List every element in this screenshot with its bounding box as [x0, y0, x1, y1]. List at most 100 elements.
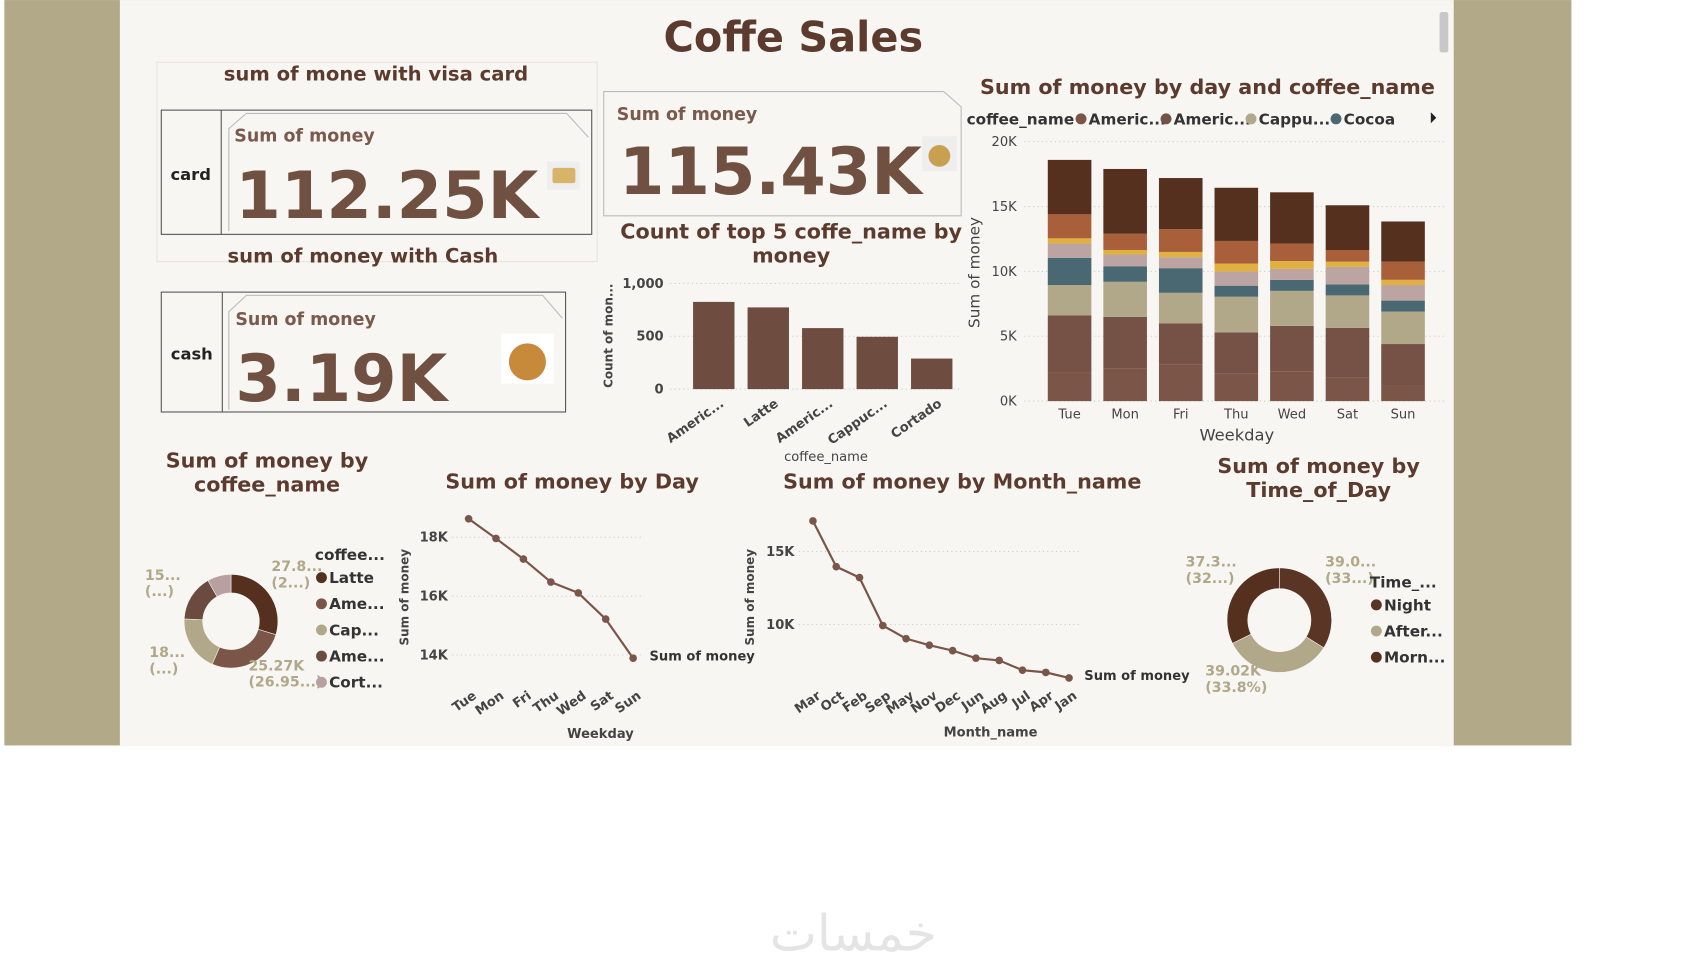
bar-segment: [1047, 238, 1092, 244]
point: [519, 555, 528, 563]
axis-title: Sum of money: [966, 217, 984, 328]
legend-dot: [316, 572, 327, 584]
chart-title: Sum of money by Time_of_Day: [1217, 454, 1420, 503]
axis-title: Sum of money: [743, 549, 757, 646]
point: [1041, 668, 1050, 677]
x-tick-label: Mon: [1111, 408, 1139, 423]
point: [492, 534, 500, 543]
bar-segment: [1214, 296, 1259, 333]
bar: [802, 328, 844, 390]
legend-title: coffee...: [315, 546, 385, 564]
bar-segment: [1158, 323, 1203, 365]
bar-segment: [1381, 221, 1425, 262]
axis-title: Weekday: [1199, 425, 1274, 444]
legend-label: Cocoa: [1344, 110, 1395, 128]
x-tick-label: Thu: [1223, 408, 1249, 423]
chart-title: Sum of money by Day: [445, 469, 699, 493]
bar-segment: [1158, 257, 1203, 269]
bar-segment: [1047, 159, 1092, 215]
bar: [747, 307, 789, 390]
card-notch: [228, 294, 563, 410]
bar-segment: [1103, 316, 1147, 369]
legend-label: Night: [1384, 596, 1431, 614]
point: [547, 578, 555, 586]
x-tick-label: Fri: [1173, 408, 1189, 423]
card-label: Sum of money: [235, 310, 376, 330]
bar-segment: [1103, 233, 1147, 251]
legend-dot: [1075, 113, 1087, 125]
legend-dot: [1370, 625, 1382, 637]
bar-segment: [1381, 385, 1425, 402]
bar-segment: [1381, 279, 1425, 286]
bar-segment: [1325, 327, 1370, 378]
bar-segment: [1158, 251, 1203, 258]
series-label: Sum of money: [649, 649, 755, 664]
bar-segment: [1103, 281, 1147, 317]
bar-segment: [1270, 243, 1314, 262]
legend-label: Latte: [329, 569, 374, 587]
data-label: 27.8...: [271, 559, 322, 575]
bar-segment: [1270, 371, 1314, 402]
y-tick-label: 20K: [992, 135, 1018, 150]
series-label: Sum of money: [1084, 669, 1190, 684]
bar-segment: [1325, 295, 1370, 328]
card-value: 3.19K: [235, 341, 449, 417]
bar-segment: [1325, 266, 1370, 285]
y-tick-label: 15K: [766, 545, 795, 560]
title: Coffe Sales: [664, 13, 924, 61]
y-tick-label: 18K: [420, 531, 449, 546]
data-label: 18...: [149, 645, 185, 661]
x-tick-label: Sun: [1391, 408, 1416, 423]
bar-segment: [1270, 192, 1314, 244]
bar-segment: [1047, 214, 1092, 239]
bar-segment: [1158, 178, 1203, 230]
watermark: خمسات: [770, 903, 937, 962]
data-label: 15...: [145, 568, 181, 584]
data-label: 37.3...: [1186, 555, 1237, 571]
legend-label: After...: [1384, 622, 1443, 640]
bar-segment: [1270, 279, 1314, 291]
row-label: card: [170, 165, 210, 184]
point: [464, 514, 473, 523]
legend-label: Cap...: [329, 621, 379, 639]
card-title: sum of mone with visa card: [224, 63, 529, 86]
chart-title-box: Sum of money by coffee_name: [166, 449, 368, 497]
legend-label: Cort...: [329, 674, 383, 692]
bar-segment: [1047, 243, 1092, 258]
bar-segment: [1214, 373, 1259, 402]
axis-title: coffee_name: [784, 450, 868, 465]
bar: [693, 301, 735, 390]
y-tick-label: 16K: [420, 590, 449, 605]
scrollbar[interactable]: [1439, 12, 1449, 53]
bar-segment: [1214, 187, 1259, 241]
point: [902, 634, 910, 643]
bar-segment: [1381, 300, 1425, 312]
bar-segment: [1047, 257, 1092, 286]
card-box: [160, 109, 593, 235]
point: [995, 656, 1004, 665]
bar-segment: [1103, 254, 1147, 267]
legend-arrow[interactable]: [1430, 112, 1437, 124]
bar: [856, 336, 898, 390]
point: [925, 641, 934, 650]
bar-segment: [1270, 268, 1314, 280]
bar-segment: [1214, 263, 1259, 272]
point: [972, 654, 980, 663]
bar-segment: [1381, 261, 1425, 280]
legend-dot: [1160, 113, 1172, 125]
bar-segment: [1047, 315, 1092, 373]
y-tick-label: 5K: [1000, 330, 1017, 345]
bar-segment: [1214, 332, 1259, 374]
bar-segment: [1214, 271, 1259, 286]
point: [1018, 666, 1027, 675]
legend-label: Americ...: [1174, 110, 1251, 128]
bar-segment: [1103, 266, 1147, 282]
axis-title: Weekday: [567, 727, 634, 742]
legend-label: Morn...: [1384, 649, 1445, 667]
bar-segment: [1270, 261, 1314, 269]
bar-segment: [1325, 250, 1370, 262]
point: [629, 654, 637, 663]
chart-title-box: Count of top 5 coffe_name by money: [620, 220, 962, 268]
